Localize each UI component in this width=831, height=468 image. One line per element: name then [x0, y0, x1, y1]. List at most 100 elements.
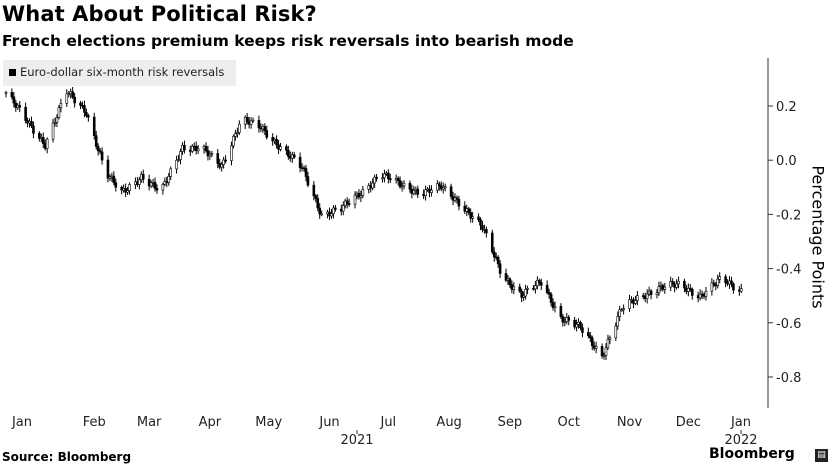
- candle-body: [716, 278, 720, 286]
- candle-body: [575, 324, 578, 328]
- candle-body: [441, 186, 445, 190]
- candle-body: [594, 346, 598, 349]
- candle-body: [210, 153, 214, 155]
- candle-body: [479, 219, 482, 226]
- x-tick-label: Mar: [137, 415, 162, 430]
- candle-body: [306, 176, 310, 186]
- candle-body: [539, 282, 543, 286]
- candle-body: [51, 122, 55, 140]
- candle-body: [590, 337, 594, 347]
- y-tick-label: -0.4: [776, 263, 801, 278]
- candle-body: [375, 176, 378, 179]
- candle-body: [581, 327, 584, 333]
- candle-body: [98, 150, 102, 153]
- year-label: 2022: [724, 433, 757, 448]
- candle-body: [518, 286, 522, 292]
- candle-body: [547, 292, 551, 295]
- candle-body: [579, 322, 582, 328]
- x-tick-label: Jun: [318, 415, 339, 430]
- candle-body: [83, 105, 86, 113]
- candle-body: [492, 251, 496, 258]
- candle-body: [100, 151, 104, 161]
- candle-body: [698, 293, 702, 299]
- legend: Euro-dollar six-month risk reversals: [3, 60, 236, 86]
- x-axis: Jan Feb Mar Apr May Jun Jul Aug Sep Oct Nov Dec Jan 2…: [11, 415, 758, 448]
- candle-body: [230, 145, 233, 161]
- candle-body: [436, 183, 439, 191]
- candle-body: [287, 149, 290, 157]
- candle-body: [469, 212, 472, 219]
- candle-body: [424, 189, 427, 197]
- x-tick-label: Jan: [11, 415, 32, 430]
- candle-body: [59, 103, 63, 108]
- candle-body: [234, 133, 237, 137]
- y-tick-label: -0.2: [776, 208, 801, 223]
- candle-body: [24, 106, 27, 121]
- candle-body: [396, 177, 400, 181]
- candle-body: [341, 205, 345, 212]
- candle-body: [208, 153, 212, 157]
- candle-body: [153, 182, 157, 189]
- candle-body: [655, 292, 659, 295]
- candle-body: [92, 116, 96, 136]
- candle-body: [618, 309, 622, 317]
- candle-body: [236, 132, 239, 134]
- chart-subtitle: French elections premium keeps risk reve…: [2, 32, 574, 50]
- candle-body: [628, 299, 631, 309]
- candle-body: [304, 168, 308, 177]
- candle-body: [567, 317, 571, 321]
- candle-body: [545, 284, 549, 293]
- candle-body: [669, 281, 672, 288]
- y-tick-label: 0.0: [776, 154, 797, 169]
- candle-body: [471, 216, 474, 219]
- candle-body: [573, 320, 576, 328]
- candle-body: [318, 207, 322, 215]
- candle-body: [438, 183, 441, 187]
- candle-body: [457, 199, 461, 207]
- y-axis-label: Percentage Points: [808, 165, 828, 309]
- candle-body: [292, 154, 296, 158]
- candle-body: [18, 105, 22, 108]
- candle-body: [400, 185, 404, 188]
- candle-body: [222, 159, 225, 165]
- candle-body: [526, 288, 529, 290]
- candle-body: [263, 126, 267, 131]
- candle-body: [275, 138, 278, 146]
- candle-body: [232, 136, 235, 147]
- candle-body: [718, 276, 722, 280]
- x-tick-label: Oct: [557, 415, 579, 430]
- x-tick-label: Dec: [676, 415, 701, 430]
- candle-body: [114, 182, 118, 188]
- candle-body: [216, 153, 220, 164]
- candle-body: [330, 213, 333, 217]
- candle-body: [334, 207, 337, 210]
- candle-body: [443, 186, 447, 188]
- brand-wordmark: Bloomberg: [709, 446, 795, 462]
- candle-body: [663, 286, 667, 290]
- candle-body: [739, 288, 743, 292]
- candle-body: [520, 290, 523, 298]
- candle-body: [371, 182, 374, 189]
- candle-body: [32, 125, 35, 134]
- candle-body: [373, 176, 376, 184]
- candle-body: [85, 112, 88, 116]
- candle-body: [606, 338, 610, 349]
- candle-body: [314, 195, 318, 199]
- candle-body: [112, 175, 116, 184]
- candle-body: [683, 280, 686, 289]
- candle-body: [4, 92, 8, 94]
- x-tick-label: Sep: [498, 415, 523, 430]
- candle-body: [183, 144, 186, 151]
- candle-body: [477, 216, 480, 220]
- candle-body: [141, 173, 145, 180]
- candle-body: [561, 316, 565, 323]
- candle-body: [622, 308, 625, 311]
- x-tick-label: Aug: [436, 415, 461, 430]
- candle-body: [490, 232, 494, 253]
- x-tick-label: Apr: [199, 415, 222, 430]
- candle-body: [167, 176, 171, 183]
- x-tick-label: Feb: [83, 415, 106, 430]
- candle-body: [416, 188, 420, 195]
- candle-body: [161, 184, 165, 191]
- legend-label: Euro-dollar six-month risk reversals: [20, 65, 225, 79]
